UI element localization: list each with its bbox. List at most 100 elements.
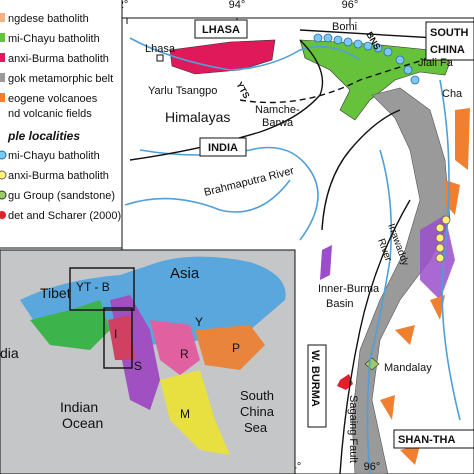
label: R xyxy=(180,347,189,361)
label: ple localities xyxy=(7,129,80,143)
map-shape xyxy=(108,315,135,360)
label: Indian xyxy=(60,399,98,415)
map-shape xyxy=(366,149,393,474)
map-shape xyxy=(307,344,327,428)
map-shape xyxy=(160,370,230,455)
map-shape xyxy=(353,39,363,49)
label: gu Group (sandstone) xyxy=(8,190,115,202)
label: SHAN-THA xyxy=(398,434,455,446)
map-shape xyxy=(30,300,110,350)
map-shape xyxy=(0,33,5,42)
map-shape xyxy=(299,39,451,121)
label: mi-Chayu batholith xyxy=(8,150,100,162)
label: YT - B xyxy=(76,280,110,294)
label: SOUTH xyxy=(430,27,469,39)
map-shape xyxy=(139,146,319,241)
label: I xyxy=(114,327,117,341)
map-shape xyxy=(363,41,373,51)
map-shape xyxy=(395,55,405,65)
label: Bomi xyxy=(332,21,357,33)
map-shape xyxy=(435,233,445,243)
label: CHINA xyxy=(430,44,465,56)
label: Yarlu Tsangpo xyxy=(148,85,217,97)
inset-map: Asia Tibet dia Indian Ocean South China … xyxy=(0,249,296,474)
label: gok metamorphic belt xyxy=(8,73,113,85)
label: det and Scharer (2000) xyxy=(8,210,121,222)
label: W. BURMA xyxy=(309,350,321,407)
map-shape xyxy=(343,37,353,47)
label: Himalayas xyxy=(165,109,230,125)
map-shape xyxy=(129,37,361,71)
map-shape xyxy=(239,49,461,104)
map-shape xyxy=(194,19,248,39)
map-shape xyxy=(124,179,291,213)
label: LHASA xyxy=(202,24,240,36)
map-shape xyxy=(320,245,332,280)
map-shape xyxy=(150,320,200,375)
label: South xyxy=(240,388,274,403)
map-shape xyxy=(435,223,445,233)
map-shape xyxy=(380,108,470,465)
label: nd volcanic fields xyxy=(8,108,92,120)
label: anxi-Burma batholith xyxy=(8,170,109,182)
label: M xyxy=(180,407,190,421)
label: mi-Chayu batholith xyxy=(8,33,100,45)
label: 96° xyxy=(342,0,359,11)
label: Sagaing Fault xyxy=(347,395,359,463)
map-shape xyxy=(313,33,323,43)
map-shape xyxy=(0,150,7,160)
label: P xyxy=(232,341,240,355)
map-shape xyxy=(333,35,343,45)
map-shape xyxy=(129,39,324,161)
map-shape xyxy=(435,215,451,263)
map-shape xyxy=(373,43,383,53)
map-shape xyxy=(0,93,5,102)
map-shape xyxy=(339,199,411,474)
map-shape xyxy=(439,79,461,421)
map-shape xyxy=(393,429,474,449)
map-shape xyxy=(435,243,445,253)
label: dia xyxy=(0,345,19,361)
label: 96° xyxy=(364,461,381,473)
map-shape xyxy=(169,39,276,75)
map-shape xyxy=(195,325,265,370)
label: Sea xyxy=(244,420,268,435)
map-shape xyxy=(321,109,401,231)
map-shape xyxy=(69,267,135,311)
map-shape xyxy=(410,75,420,85)
label: Basin xyxy=(326,298,354,310)
label: ngdese batholith xyxy=(8,13,89,25)
label: Y xyxy=(195,315,203,329)
map-shape xyxy=(351,87,451,474)
label: Inner-Burma xyxy=(318,283,380,295)
map-shape xyxy=(441,215,451,225)
label: Mandalay xyxy=(384,362,432,374)
map-shape xyxy=(0,211,6,219)
label: China xyxy=(240,404,275,419)
map-shape xyxy=(383,47,393,57)
map-shape xyxy=(403,65,413,75)
label: Lhasa xyxy=(145,43,176,55)
map-shape xyxy=(0,13,5,22)
label: S xyxy=(134,359,142,373)
label: eogene volcanoes xyxy=(8,93,98,105)
legend: ngdese batholith mi-Chayu batholith anxi… xyxy=(0,0,123,249)
label: INDIA xyxy=(208,142,238,154)
label: anxi-Burma batholith xyxy=(8,53,109,65)
map-shape xyxy=(313,33,420,85)
map-shape xyxy=(156,54,164,62)
label: Cha xyxy=(442,88,463,100)
map-shape xyxy=(0,0,123,249)
map-shape xyxy=(0,170,7,180)
map-shape xyxy=(0,190,7,200)
label: Jiali Fa xyxy=(418,57,454,69)
map-shape xyxy=(199,137,247,157)
map-shape xyxy=(0,53,5,62)
label: Tibet xyxy=(40,285,71,301)
label: Asia xyxy=(170,265,200,282)
map-shape xyxy=(435,253,445,263)
map-shape xyxy=(0,73,5,82)
label: 94° xyxy=(229,0,246,11)
map-shape xyxy=(364,357,380,371)
